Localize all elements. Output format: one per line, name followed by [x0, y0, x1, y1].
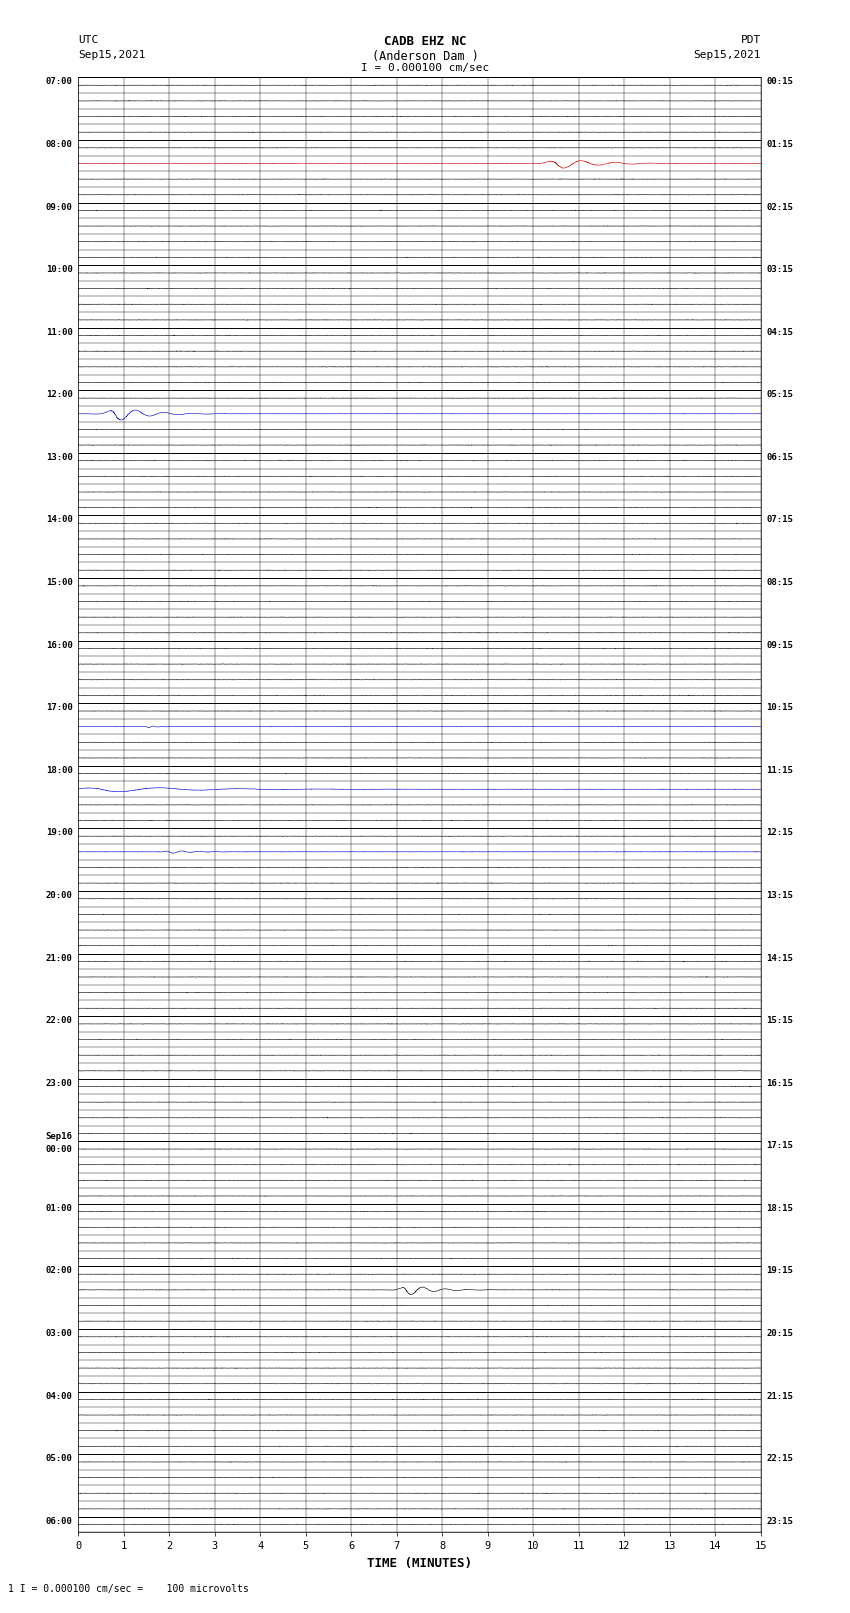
Text: 19:15: 19:15 [766, 1266, 793, 1276]
Text: 01:15: 01:15 [766, 140, 793, 148]
Text: (Anderson Dam ): (Anderson Dam ) [371, 50, 479, 63]
Text: 21:00: 21:00 [46, 953, 73, 963]
Text: 13:00: 13:00 [46, 453, 73, 461]
Text: 16:00: 16:00 [46, 640, 73, 650]
Text: 23:00: 23:00 [46, 1079, 73, 1087]
Text: 23:15: 23:15 [766, 1516, 793, 1526]
Text: 12:15: 12:15 [766, 829, 793, 837]
Text: 01:00: 01:00 [46, 1203, 73, 1213]
Text: 14:00: 14:00 [46, 516, 73, 524]
Text: 10:00: 10:00 [46, 265, 73, 274]
Text: I = 0.000100 cm/sec: I = 0.000100 cm/sec [361, 63, 489, 73]
Text: 04:15: 04:15 [766, 327, 793, 337]
Text: 00:15: 00:15 [766, 77, 793, 87]
Text: 22:15: 22:15 [766, 1455, 793, 1463]
Text: 14:15: 14:15 [766, 953, 793, 963]
Text: 05:00: 05:00 [46, 1455, 73, 1463]
Text: 15:00: 15:00 [46, 577, 73, 587]
Text: 13:15: 13:15 [766, 890, 793, 900]
Text: 02:15: 02:15 [766, 203, 793, 211]
Text: Sep15,2021: Sep15,2021 [78, 50, 145, 60]
Text: UTC: UTC [78, 35, 99, 45]
Text: 1 I = 0.000100 cm/sec =    100 microvolts: 1 I = 0.000100 cm/sec = 100 microvolts [8, 1584, 249, 1594]
Text: 08:00: 08:00 [46, 140, 73, 148]
Text: 04:00: 04:00 [46, 1392, 73, 1400]
Text: 17:15: 17:15 [766, 1142, 793, 1150]
Text: Sep16: Sep16 [46, 1132, 73, 1142]
Text: 12:00: 12:00 [46, 390, 73, 400]
Text: 07:00: 07:00 [46, 77, 73, 87]
Text: 06:15: 06:15 [766, 453, 793, 461]
Text: 18:15: 18:15 [766, 1203, 793, 1213]
Text: 09:00: 09:00 [46, 203, 73, 211]
Text: 08:15: 08:15 [766, 577, 793, 587]
Text: 15:15: 15:15 [766, 1016, 793, 1026]
Text: 03:15: 03:15 [766, 265, 793, 274]
Text: PDT: PDT [740, 35, 761, 45]
Text: 03:00: 03:00 [46, 1329, 73, 1337]
Text: 09:15: 09:15 [766, 640, 793, 650]
Text: 00:00: 00:00 [46, 1145, 73, 1153]
Text: 18:00: 18:00 [46, 766, 73, 774]
Text: 06:00: 06:00 [46, 1516, 73, 1526]
Text: 22:00: 22:00 [46, 1016, 73, 1026]
X-axis label: TIME (MINUTES): TIME (MINUTES) [367, 1557, 472, 1569]
Text: 19:00: 19:00 [46, 829, 73, 837]
Text: 10:15: 10:15 [766, 703, 793, 713]
Text: CADB EHZ NC: CADB EHZ NC [383, 35, 467, 48]
Text: 05:15: 05:15 [766, 390, 793, 400]
Text: 20:15: 20:15 [766, 1329, 793, 1337]
Text: 07:15: 07:15 [766, 516, 793, 524]
Text: 20:00: 20:00 [46, 890, 73, 900]
Text: 16:15: 16:15 [766, 1079, 793, 1087]
Text: 17:00: 17:00 [46, 703, 73, 713]
Text: 21:15: 21:15 [766, 1392, 793, 1400]
Text: 11:00: 11:00 [46, 327, 73, 337]
Text: 02:00: 02:00 [46, 1266, 73, 1276]
Text: Sep15,2021: Sep15,2021 [694, 50, 761, 60]
Text: 11:15: 11:15 [766, 766, 793, 774]
